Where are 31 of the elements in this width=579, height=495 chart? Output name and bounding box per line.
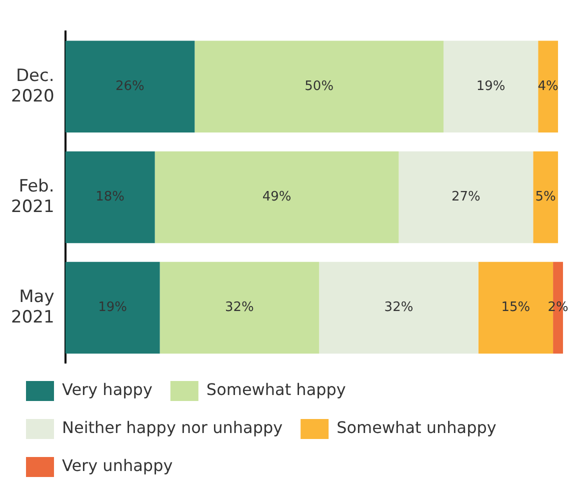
bar [319,262,478,354]
bar [65,40,195,133]
y-tick-label: Feb. 2021 [11,176,54,217]
legend-label: Somewhat unhappy [336,418,496,438]
data-label: 26% [116,79,144,94]
data-label: 32% [384,300,414,316]
bar [194,40,444,133]
data-label: 49% [262,190,292,205]
bar [65,151,155,244]
data-label: 18% [96,190,125,205]
bar [154,151,399,244]
data-label: 4% [538,79,558,94]
data-label: 15% [501,300,530,316]
legend-label: Very unhappy [62,456,173,476]
data-label: 19% [476,79,506,94]
bar [65,262,160,354]
bar [398,151,534,244]
bar [444,40,538,133]
bar [533,151,558,244]
y-tick-label: May 2021 [11,286,54,328]
legend-label: Neither happy nor unhappy [62,418,283,438]
data-label: 19% [98,300,127,316]
legend-label: Somewhat happy [206,380,346,400]
bar [160,262,320,354]
data-label: 50% [304,79,334,94]
legend-label: Very happy [62,380,152,400]
y-tick-label: Dec. 2020 [11,66,54,106]
data-label: 5% [535,190,556,205]
bar [538,40,558,133]
data-label: 27% [451,190,480,205]
data-label: 32% [225,300,254,316]
